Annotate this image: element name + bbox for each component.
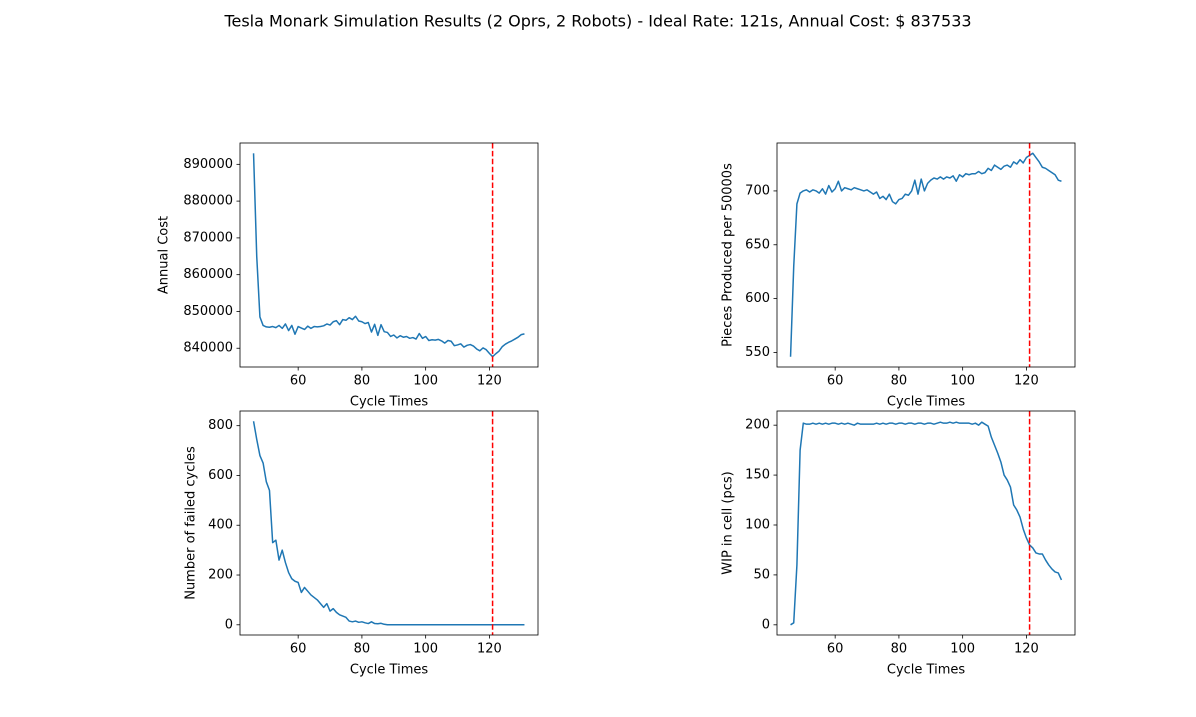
y-tick-label: 880000	[183, 194, 233, 209]
y-axis-label: Annual Cost	[157, 216, 172, 294]
y-axis-label: Number of failed cycles	[184, 446, 199, 600]
x-axis-label: Cycle Times	[887, 395, 965, 410]
x-tick-label: 100	[950, 374, 975, 389]
x-tick-label: 60	[290, 374, 307, 389]
data-line	[789, 152, 1062, 357]
x-tick-label: 100	[413, 642, 438, 657]
y-tick-label: 150	[745, 468, 770, 483]
x-tick-label: 80	[354, 374, 371, 389]
y-tick-label: 200	[745, 418, 770, 433]
y-tick-label: 50	[753, 567, 770, 582]
y-tick-label: 600	[745, 291, 770, 306]
axes-frame	[239, 410, 539, 636]
x-axis-label: Cycle Times	[350, 663, 428, 678]
x-tick-label: 60	[827, 374, 844, 389]
x-tick-label: 80	[891, 374, 908, 389]
x-tick-label: 60	[290, 642, 307, 657]
x-tick-label: 100	[413, 374, 438, 389]
y-tick-label: 890000	[183, 157, 233, 172]
y-tick-label: 0	[762, 617, 770, 632]
x-tick-label: 120	[477, 374, 502, 389]
y-tick-label: 100	[745, 517, 770, 532]
y-axis-label: Pieces Produced per 50000s	[721, 163, 736, 347]
x-tick-label: 120	[1014, 374, 1039, 389]
y-tick-label: 200	[208, 568, 233, 583]
y-tick-label: 800	[208, 418, 233, 433]
axes-frame	[776, 142, 1076, 368]
x-tick-label: 120	[1014, 642, 1039, 657]
x-tick-label: 100	[950, 642, 975, 657]
y-tick-label: 600	[208, 468, 233, 483]
x-tick-label: 60	[827, 642, 844, 657]
data-line	[790, 421, 1063, 626]
x-tick-label: 80	[354, 642, 371, 657]
y-tick-label: 550	[745, 345, 770, 360]
x-tick-label: 80	[891, 642, 908, 657]
y-tick-label: 0	[225, 617, 233, 632]
axes-frame	[776, 410, 1076, 636]
y-tick-label: 400	[208, 518, 233, 533]
data-line	[252, 421, 525, 626]
y-tick-label: 700	[745, 183, 770, 198]
data-line	[252, 153, 525, 358]
y-tick-label: 860000	[183, 267, 233, 282]
y-axis-label: WIP in cell (pcs)	[721, 471, 736, 574]
y-tick-label: 840000	[183, 341, 233, 356]
y-tick-label: 650	[745, 237, 770, 252]
x-axis-label: Cycle Times	[350, 395, 428, 410]
x-axis-label: Cycle Times	[887, 663, 965, 678]
y-tick-label: 870000	[183, 230, 233, 245]
y-tick-label: 850000	[183, 304, 233, 319]
axes-frame	[239, 142, 539, 368]
x-tick-label: 120	[477, 642, 502, 657]
figure-title: Tesla Monark Simulation Results (2 Oprs,…	[223, 12, 971, 31]
